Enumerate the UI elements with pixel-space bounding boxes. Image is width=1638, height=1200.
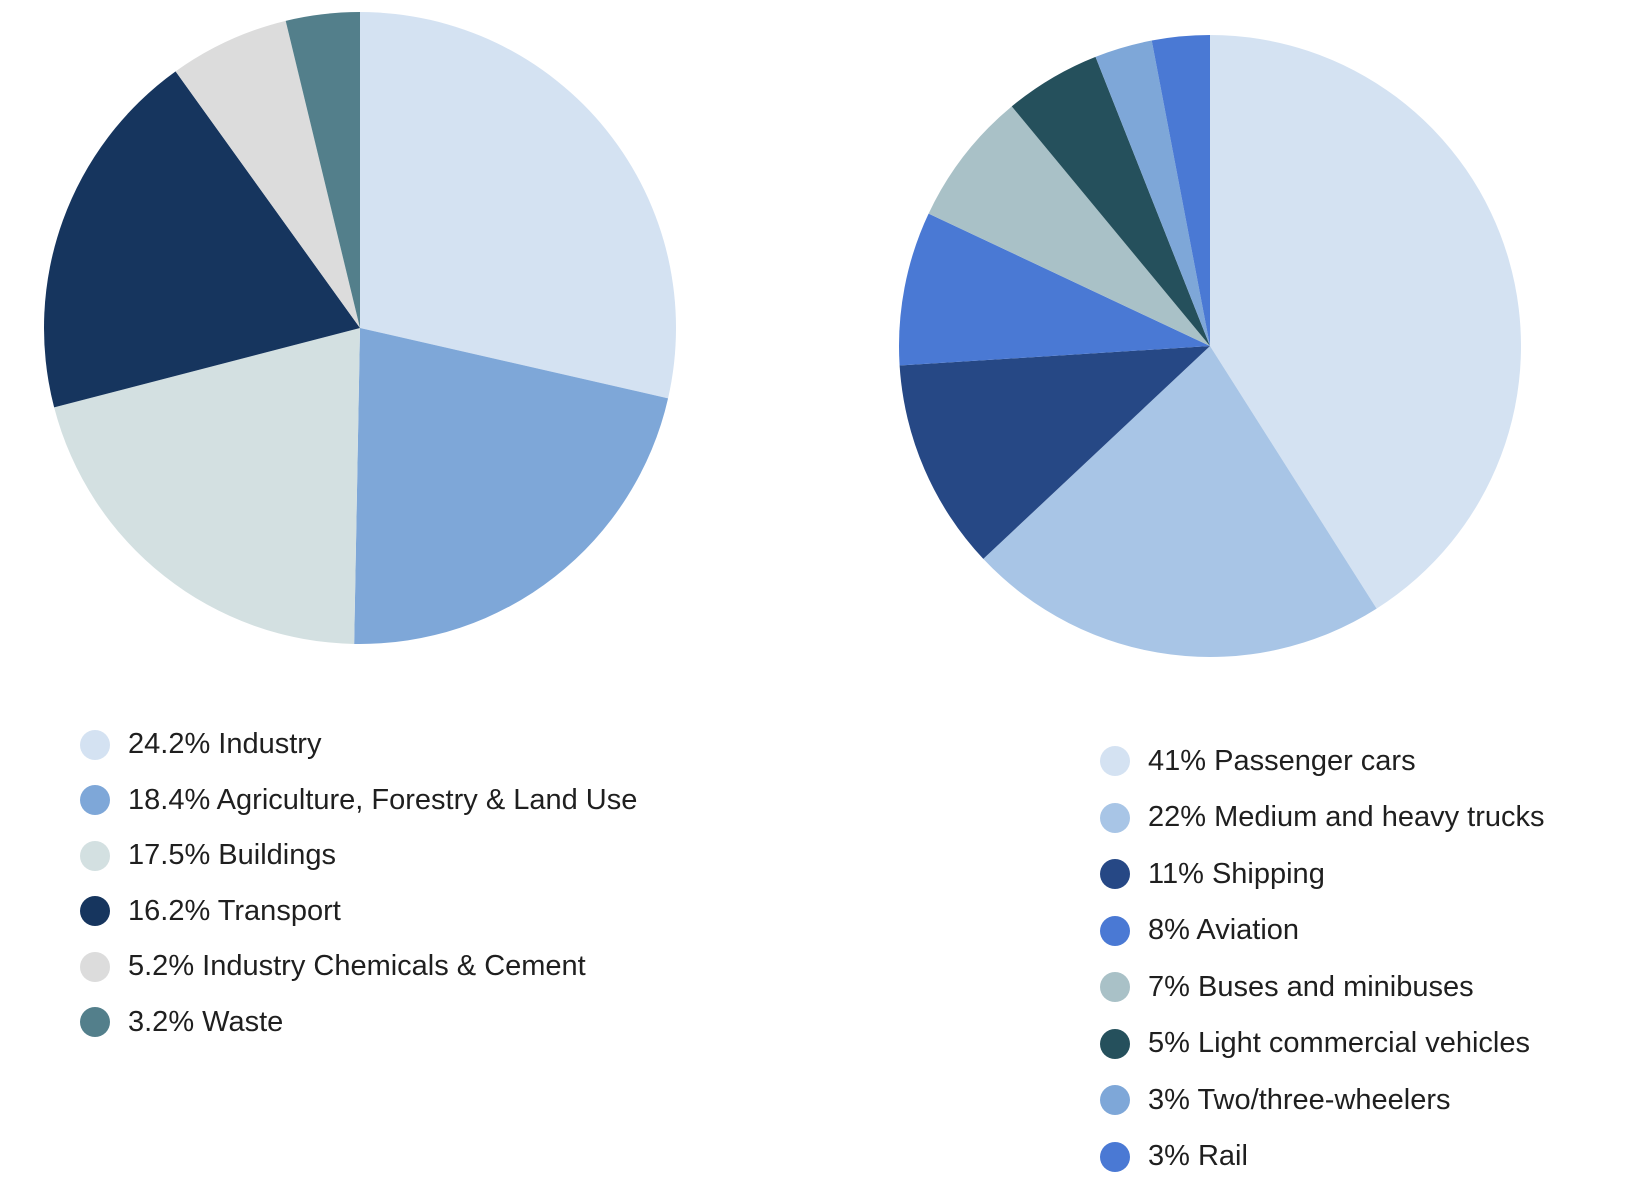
legend-swatch	[1100, 1141, 1130, 1172]
legend-label: 7% Buses and minibuses	[1148, 970, 1474, 1003]
legend-item: 11% Shipping	[1100, 846, 1545, 903]
pie-slice-7	[1095, 40, 1210, 346]
legend-swatch	[80, 729, 110, 760]
legend-label: 3% Two/three-wheelers	[1148, 1083, 1451, 1116]
legend-swatch	[1100, 802, 1130, 833]
legend-swatch	[1100, 915, 1130, 946]
legend-label: 11% Shipping	[1148, 857, 1325, 890]
legend-label: 5% Light commercial vehicles	[1148, 1027, 1530, 1060]
pie-slice-1	[1210, 35, 1522, 609]
legend-label: 24.2% Industry	[128, 728, 322, 761]
legend-item: 3.2% Waste	[78, 995, 637, 1051]
legend-emissions-by-sector: 24.2% Industry 18.4% Agriculture, Forest…	[78, 717, 637, 1050]
pie-slice-2	[354, 328, 669, 645]
legend-swatch	[1100, 972, 1130, 1003]
legend-label: 8% Aviation	[1148, 914, 1300, 947]
legend-item: 17.5% Buildings	[78, 828, 637, 884]
legend-item: 3% Rail	[1100, 1129, 1545, 1186]
pie-slice-5	[175, 20, 360, 329]
legend-item: 5% Light commercial vehicles	[1100, 1016, 1545, 1073]
legend-item: 8% Aviation	[1100, 903, 1545, 960]
legend-swatch	[1100, 859, 1130, 890]
legend-item: 5.2% Industry Chemicals & Cement	[78, 939, 637, 995]
legend-label: 18.4% Agriculture, Forestry & Land Use	[128, 783, 638, 816]
legend-item: 41% Passenger cars	[1100, 733, 1545, 790]
legend-label: 22% Medium and heavy trucks	[1148, 801, 1545, 834]
pie-slice-3	[899, 346, 1210, 559]
pie-slice-3	[54, 328, 360, 644]
pie-slice-4	[43, 71, 361, 408]
legend-item: 18.4% Agriculture, Forestry & Land Use	[78, 773, 637, 829]
legend-swatch	[1100, 1085, 1130, 1116]
legend-item: 24.2% Industry	[78, 717, 637, 773]
pie-slice-8	[1151, 35, 1210, 346]
legend-swatch	[1100, 1028, 1130, 1059]
pie-slice-2	[983, 346, 1377, 658]
legend-swatch	[80, 785, 110, 816]
legend-label: 41% Passenger cars	[1148, 744, 1416, 777]
legend-swatch	[1100, 746, 1130, 777]
legend-swatch	[80, 896, 110, 927]
pie-slice-5	[928, 106, 1210, 347]
legend-swatch	[80, 951, 110, 982]
legend-swatch	[80, 1007, 110, 1038]
legend-item: 7% Buses and minibuses	[1100, 959, 1545, 1016]
legend-label: 3% Rail	[1148, 1140, 1248, 1173]
pie-chart-transport-emissions	[898, 35, 1522, 658]
legend-item: 16.2% Transport	[78, 884, 637, 940]
legend-swatch	[80, 840, 110, 871]
pie-slice-6	[285, 12, 360, 328]
legend-item: 3% Two/three-wheelers	[1100, 1072, 1545, 1129]
legend-label: 17.5% Buildings	[128, 839, 336, 872]
pie-slice-6	[1011, 56, 1210, 347]
legend-transport-emissions: 41% Passenger cars 22% Medium and heavy …	[1100, 733, 1545, 1185]
legend-label: 3.2% Waste	[128, 1005, 284, 1038]
pie-slice-1	[360, 12, 677, 399]
legend-label: 5.2% Industry Chemicals & Cement	[128, 950, 586, 983]
legend-item: 22% Medium and heavy trucks	[1100, 790, 1545, 847]
legend-label: 16.2% Transport	[128, 894, 341, 927]
pie-chart-emissions-by-sector	[43, 12, 677, 645]
pie-slice-4	[898, 213, 1210, 366]
